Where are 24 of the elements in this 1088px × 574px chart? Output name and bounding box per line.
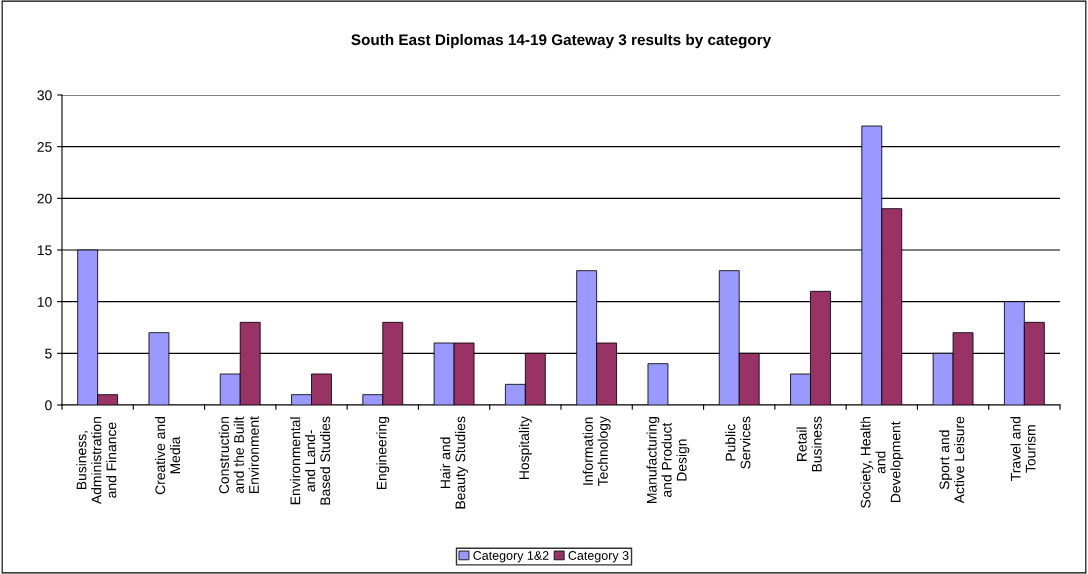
y-tick-label: 20 — [37, 193, 52, 204]
y-tick-label: 10 — [37, 297, 52, 307]
x-tick-label: Public Services — [725, 416, 751, 469]
y-tick-label: 25 — [37, 142, 52, 152]
x-tick-label: Environmental and Land- Based Studies — [290, 416, 331, 505]
x-tick-label: Hospitality — [518, 416, 532, 480]
x-tick-label: Information Technology — [582, 416, 611, 487]
legend-label: Category 1&2 — [473, 551, 549, 563]
x-tick-label: Sport and Active Leisure — [939, 416, 965, 504]
x-tick-label: Society, Health and Development — [860, 417, 904, 508]
legend-label: Category 3 — [568, 551, 629, 563]
chart-title: South East Diplomas 14-19 Gateway 3 results by category — [351, 33, 772, 49]
x-tick-label: Manufacturing and Product Design — [646, 417, 690, 503]
y-tick-label: 5 — [45, 348, 52, 359]
x-tick-label: Retail Business — [796, 416, 822, 472]
y-tick-label: 0 — [45, 400, 52, 411]
x-tick-label: Hair and Beauty Studies — [440, 416, 469, 509]
x-tick-label: Business, Administration and Finance — [76, 417, 117, 505]
x-tick-label: Construction and the Built Environment — [218, 416, 259, 494]
y-tick-label: 30 — [37, 90, 52, 101]
x-tick-label: Travel and Tourism — [1010, 417, 1036, 481]
y-tick-label: 15 — [37, 245, 52, 256]
x-tick-label: Engineering — [376, 417, 390, 490]
x-tick-label: Creative and Media — [154, 417, 181, 495]
